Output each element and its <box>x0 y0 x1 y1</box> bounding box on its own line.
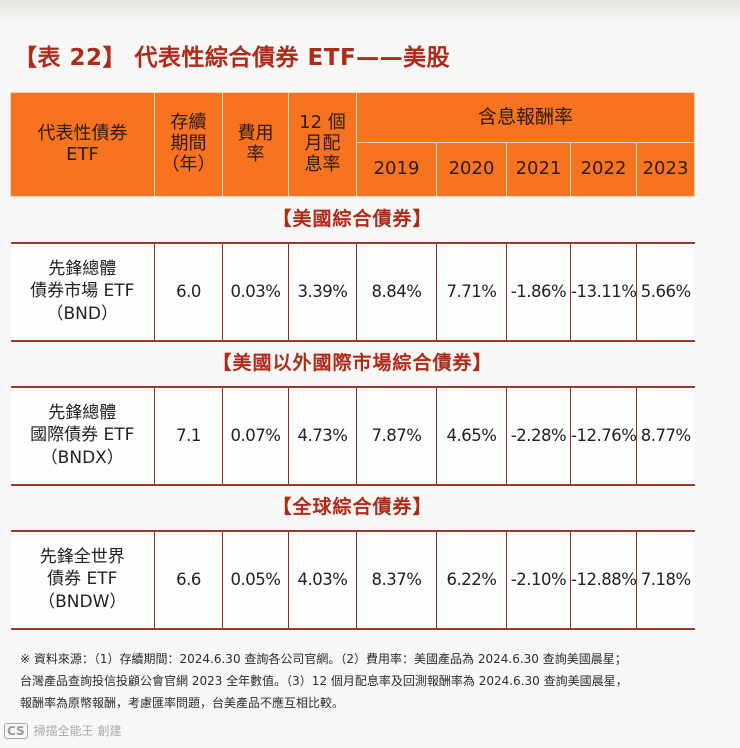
header-yield-line2: 月配 <box>304 133 341 155</box>
header-year-2021: 2021 <box>506 142 571 197</box>
etf-ticker: （BND） <box>46 303 118 324</box>
expense-cell: 0.03% <box>222 241 289 342</box>
return-2019-cell: 7.87% <box>356 385 437 486</box>
page-top-edge <box>0 0 740 22</box>
table-title: 【表 22】 代表性綜合債券 ETF——美股 <box>14 38 450 72</box>
table-title-text: 代表性綜合債券 ETF——美股 <box>134 45 451 71</box>
etf-ticker: （BNDW） <box>38 591 127 612</box>
section-label: 【美國以外國際市場綜合債券】 <box>212 351 493 374</box>
return-2022-cell: -12.76% <box>570 385 637 486</box>
header-yield-line1: 12 個 <box>299 112 346 134</box>
return-2020-cell: 6.22% <box>436 529 507 630</box>
header-duration-line3: （年） <box>161 153 216 175</box>
header-expense-line1: 費用 <box>237 122 274 144</box>
duration-cell: 6.6 <box>154 529 223 630</box>
header-yield-line3: 息率 <box>304 153 341 175</box>
expense-cell: 0.07% <box>222 385 289 486</box>
source-notes: ※ 資料來源：（1）存續期間：2024.6.30 查詢各公司官網。（2）費用率：… <box>20 648 732 714</box>
return-2020-cell: 4.65% <box>436 385 507 486</box>
header-duration: 存續 期間 （年） <box>154 92 223 197</box>
return-2019-cell: 8.37% <box>356 529 437 630</box>
header-etf: 代表性債券 ETF <box>10 92 155 197</box>
camscanner-logo-icon: CS <box>4 722 28 739</box>
note-line-2: 台灣產品查詢投信投顧公會官網 2023 全年數值。（3）12 個月配息率及回測報… <box>20 674 628 688</box>
return-2023-cell: 7.18% <box>636 529 695 630</box>
bond-etf-table: 代表性債券 ETF 存續 期間 （年） 費用 率 12 個 月配 息率 含息報酬… <box>10 92 695 630</box>
section-label: 【全球綜合債券】 <box>272 495 433 518</box>
etf-name-line2: 國際債券 ETF <box>30 425 135 446</box>
table-row-bndx: 先鋒總體 國際債券 ETF （BNDX） 7.1 0.07% 4.73% 7.8… <box>10 385 695 486</box>
return-2021-cell: -2.10% <box>506 529 571 630</box>
section-label: 【美國綜合債券】 <box>272 207 433 230</box>
header-expense-ratio: 費用 率 <box>222 92 289 197</box>
etf-name-cell: 先鋒全世界 債券 ETF （BNDW） <box>10 529 155 630</box>
return-2022-cell: -13.11% <box>570 241 637 342</box>
etf-name-cell: 先鋒總體 債券市場 ETF （BND） <box>10 241 155 342</box>
header-row-top: 代表性債券 ETF 存續 期間 （年） 費用 率 12 個 月配 息率 含息報酬… <box>10 92 695 197</box>
etf-name-line2: 債券 ETF <box>47 569 118 590</box>
note-line-1: ※ 資料來源：（1）存續期間：2024.6.30 查詢各公司官網。（2）費用率：… <box>20 652 627 666</box>
watermark-text: 掃描全能王 創建 <box>33 724 122 738</box>
yield-cell: 4.03% <box>288 529 357 630</box>
etf-name-cell: 先鋒總體 國際債券 ETF （BNDX） <box>10 385 155 486</box>
header-expense-line2: 率 <box>246 143 265 165</box>
return-2022-cell: -12.88% <box>570 529 637 630</box>
return-2023-cell: 5.66% <box>636 241 695 342</box>
header-year-2022: 2022 <box>570 142 637 197</box>
note-line-3: 報酬率為原幣報酬，考慮匯率問題，台美產品不應互相比較。 <box>20 696 345 710</box>
header-year-2023: 2023 <box>636 142 695 197</box>
header-duration-line2: 期間 <box>170 133 207 155</box>
etf-name-line1: 先鋒總體 <box>48 258 117 279</box>
etf-name-line1: 先鋒總體 <box>48 402 117 423</box>
yield-cell: 4.73% <box>288 385 357 486</box>
duration-cell: 7.1 <box>154 385 223 486</box>
yield-cell: 3.39% <box>288 241 357 342</box>
table-row-bndw: 先鋒全世界 債券 ETF （BNDW） 6.6 0.05% 4.03% 8.37… <box>10 529 695 630</box>
table-number-tag: 【表 22】 <box>14 45 127 71</box>
header-year-2020: 2020 <box>436 142 507 197</box>
duration-cell: 6.0 <box>154 241 223 342</box>
scanner-watermark: CS 掃描全能王 創建 <box>4 722 122 739</box>
etf-name-line1: 先鋒全世界 <box>39 546 125 567</box>
section-header-us-aggregate: 【美國綜合債券】 <box>11 197 695 243</box>
etf-name-line2: 債券市場 ETF <box>30 281 135 302</box>
section-header-international-ex-us: 【美國以外國際市場綜合債券】 <box>11 341 695 387</box>
return-2021-cell: -2.28% <box>506 385 571 486</box>
return-2019-cell: 8.84% <box>356 241 437 342</box>
expense-cell: 0.05% <box>222 529 289 630</box>
header-etf-line1: 代表性債券 <box>37 122 128 144</box>
return-2021-cell: -1.86% <box>506 241 571 342</box>
header-duration-line1: 存續 <box>170 112 207 134</box>
return-2023-cell: 8.77% <box>636 385 695 486</box>
header-row-years: 2019 2020 2021 2022 2023 <box>11 142 695 197</box>
etf-ticker: （BNDX） <box>40 447 124 468</box>
return-2020-cell: 7.71% <box>436 241 507 342</box>
header-year-2019: 2019 <box>356 142 437 197</box>
section-header-global-aggregate: 【全球綜合債券】 <box>11 485 695 531</box>
header-etf-line2: ETF <box>66 143 99 165</box>
table-row-bnd: 先鋒總體 債券市場 ETF （BND） 6.0 0.03% 3.39% 8.84… <box>10 241 695 342</box>
header-12m-yield: 12 個 月配 息率 <box>288 92 357 197</box>
header-total-return: 含息報酬率 <box>356 92 695 143</box>
